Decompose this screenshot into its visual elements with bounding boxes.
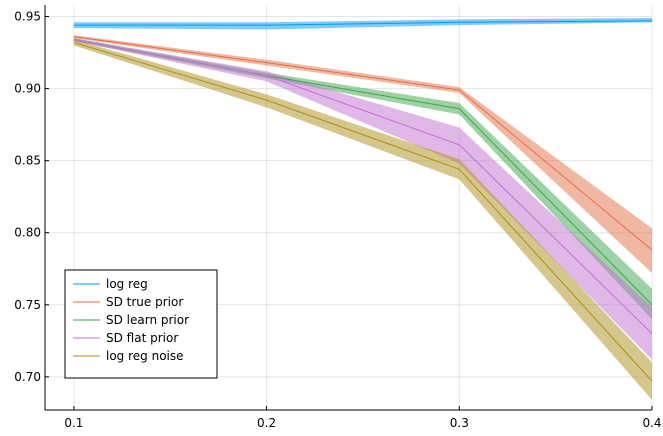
x-tick-label: 0.1 [64,416,83,430]
series-lines [73,20,653,382]
legend-label: SD flat prior [106,331,178,345]
y-tick-label: 0.70 [14,370,41,384]
axes [44,5,653,411]
x-tick-label: 0.3 [450,416,469,430]
series-band [73,38,652,360]
y-tick-label: 0.95 [14,10,41,24]
x-tick-label: 0.2 [257,416,276,430]
legend-box [64,269,218,379]
series-line [73,20,653,26]
series-line [73,36,653,251]
y-tick-label: 0.80 [14,226,41,240]
series-line [73,39,653,334]
legend-label: log reg noise [106,349,184,363]
series-line [73,41,653,382]
y-tick-label: 0.75 [14,298,41,312]
legend: log reg SD true prior SD learn prior SD fla… [64,269,218,379]
legend-label: SD learn prior [106,313,189,327]
y-tick-labels: 0.70 0.75 0.80 0.85 0.90 0.95 [14,10,41,384]
x-tick-label: 0.4 [642,416,661,430]
x-tick-labels: 0.1 0.2 0.3 0.4 [64,416,661,430]
series-band [73,38,652,320]
legend-label: SD true prior [106,295,183,309]
legend-label: log reg [106,277,148,291]
y-tick-label: 0.85 [14,154,41,168]
y-tick-label: 0.90 [14,82,41,96]
